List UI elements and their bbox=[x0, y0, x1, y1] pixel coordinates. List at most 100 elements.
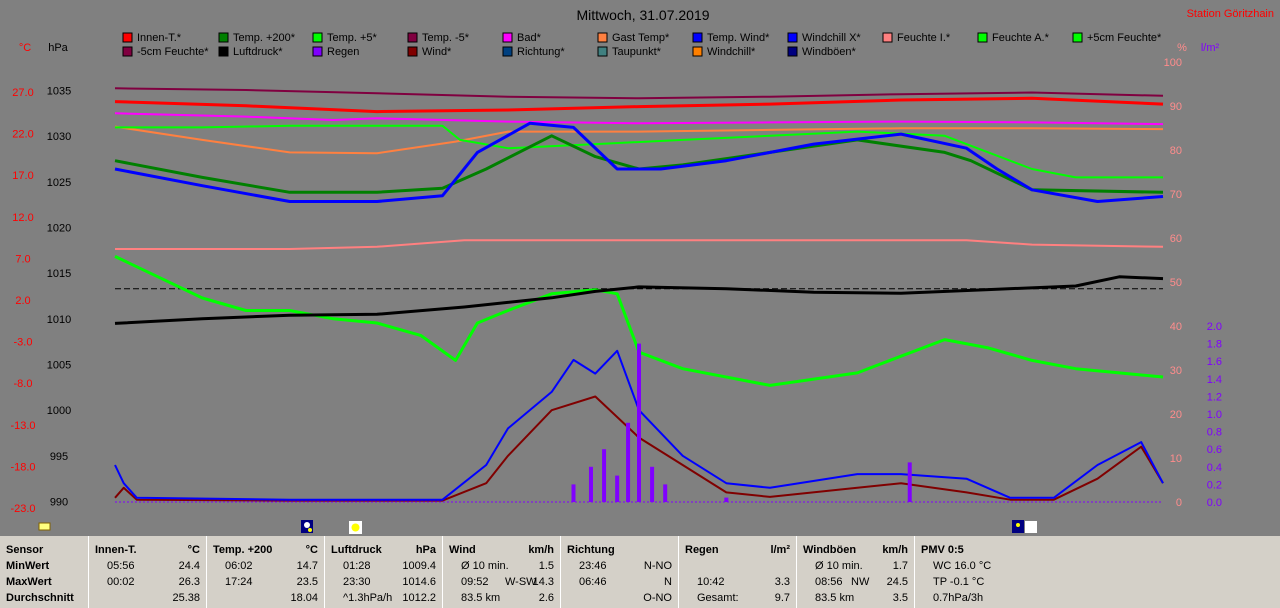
legend-label: Taupunkt* bbox=[612, 46, 662, 58]
stats-cell-value: km/h bbox=[882, 544, 908, 556]
series-line bbox=[114, 275, 1164, 325]
rain-bar bbox=[907, 462, 912, 502]
rain-tick-label: 0.4 bbox=[1207, 462, 1222, 474]
temp-tick-label: 17.0 bbox=[12, 170, 33, 182]
legend-swatch bbox=[312, 32, 323, 43]
legend-swatch bbox=[977, 32, 988, 43]
stats-header: PMV 0:5 bbox=[915, 542, 1280, 558]
stats-cell-value: 9.7 bbox=[774, 592, 790, 604]
stats-cell-value: 1014.6 bbox=[402, 576, 436, 588]
rain-tick-label: 0.2 bbox=[1207, 479, 1222, 491]
stats-row: 06:02 14.7 bbox=[207, 558, 324, 574]
stats-cell-label: 08:56 bbox=[815, 576, 843, 588]
stats-cell-label: 10:42 bbox=[697, 576, 725, 588]
pressure-tick-label: 1020 bbox=[47, 223, 71, 235]
stats-column: Temp. +200 °C 06:02 14.7 17:24 23.5 18.04 bbox=[206, 536, 324, 608]
stats-header: Sensor bbox=[0, 542, 88, 558]
series-line bbox=[115, 124, 1163, 179]
temp-tick-label: -18.0 bbox=[10, 461, 35, 473]
series-line bbox=[114, 112, 1164, 126]
statistics-table: Sensor MinWert MaxWert Durchschnitt Innen-T.… bbox=[0, 536, 1280, 608]
stats-cell-value: N-NO bbox=[643, 560, 672, 572]
stats-row: TP -0.1 °C bbox=[915, 574, 1280, 590]
stats-cell-label: Regen bbox=[685, 544, 719, 556]
stats-header: Luftdruck hPa bbox=[325, 542, 442, 558]
rain-tick-label: 1.2 bbox=[1207, 391, 1222, 403]
humidity-tick-label: 0 bbox=[1176, 497, 1182, 509]
humidity-tick-label: 30 bbox=[1170, 365, 1182, 377]
stats-row: 0.7hPa/3h bbox=[915, 590, 1280, 606]
stats-column: Wind km/h Ø 10 min. 1.5 09:52 W-SW 14.3 83.5 km… bbox=[442, 536, 560, 608]
stats-row bbox=[679, 558, 796, 574]
rain-tick-label: 0.0 bbox=[1207, 497, 1222, 509]
legend-label: Temp. Wind* bbox=[707, 32, 770, 44]
chart-legend: Innen-T.* Temp. +200* Temp. +5* Temp. -5* Ba… bbox=[122, 32, 1162, 58]
humidity-tick-label: 50 bbox=[1170, 277, 1182, 289]
stats-cell-label: PMV 0:5 bbox=[921, 544, 964, 556]
stats-row: Gesamt: 9.7 bbox=[679, 590, 796, 606]
stats-cell-value: hPa bbox=[415, 544, 436, 556]
stats-cell-label: TP -0.1 °C bbox=[933, 576, 985, 588]
legend-label: Regen bbox=[327, 46, 359, 58]
legend-swatch bbox=[407, 32, 418, 43]
stats-cell-label: MaxWert bbox=[6, 576, 52, 588]
legend-label: Windchill* bbox=[707, 46, 756, 58]
stats-cell-value: 25.38 bbox=[172, 592, 200, 604]
temp-tick-label: 12.0 bbox=[12, 212, 33, 224]
stats-cell-label: Luftdruck bbox=[331, 544, 382, 556]
legend-label: Wind* bbox=[422, 46, 452, 58]
humidity-tick-label: 10 bbox=[1170, 453, 1182, 465]
stats-row: O-NO bbox=[561, 590, 678, 606]
legend-label: Windböen* bbox=[802, 46, 857, 58]
legend-swatch bbox=[218, 46, 229, 57]
stats-cell-value: 18.04 bbox=[290, 592, 318, 604]
stats-row: 18.04 bbox=[207, 590, 324, 606]
stats-cell-label: Richtung bbox=[567, 544, 615, 556]
stats-cell-value: km/h bbox=[528, 544, 554, 556]
stats-column: Richtung 23:46 N-NO 06:46 N O-NO bbox=[560, 536, 678, 608]
temp-tick-label: -3.0 bbox=[14, 337, 33, 349]
stats-cell-value: 1.7 bbox=[892, 560, 908, 572]
pressure-tick-label: 995 bbox=[50, 451, 68, 463]
legend-swatch bbox=[407, 46, 418, 57]
stats-row: 06:46 N bbox=[561, 574, 678, 590]
stats-cell-label: 09:52 bbox=[461, 576, 489, 588]
stats-cell-label: 23:46 bbox=[579, 560, 607, 572]
temp-tick-label: 27.0 bbox=[12, 87, 33, 99]
stats-row: 17:24 23.5 bbox=[207, 574, 324, 590]
legend-label: +5cm Feuchte* bbox=[1087, 32, 1162, 44]
series-line bbox=[114, 121, 1164, 203]
legend-swatch bbox=[1072, 32, 1083, 43]
rain-tick-label: 1.8 bbox=[1207, 339, 1222, 351]
stats-cell-value: 1009.4 bbox=[402, 560, 436, 572]
stats-header: Innen-T. °C bbox=[89, 542, 206, 558]
moon-cloud-icon bbox=[301, 520, 313, 533]
series-line bbox=[114, 96, 1164, 114]
legend-swatch bbox=[502, 46, 513, 57]
series-line bbox=[115, 239, 1164, 250]
stats-cell-label: Gesamt: bbox=[697, 592, 739, 604]
legend-swatch bbox=[882, 32, 893, 43]
stats-row: 23:46 N-NO bbox=[561, 558, 678, 574]
stats-cell-value: 14.7 bbox=[296, 560, 318, 572]
stats-cell-label: 06:02 bbox=[225, 560, 253, 572]
stats-cell-label: Temp. +200 bbox=[213, 544, 273, 556]
stats-cell-value: 3.5 bbox=[892, 592, 908, 604]
pressure-tick-label: 1005 bbox=[47, 360, 71, 372]
legend-swatch bbox=[597, 32, 608, 43]
stats-cell-value: N bbox=[664, 576, 672, 588]
stats-row: 25.38 bbox=[89, 590, 206, 606]
rain-tick-label: 0.6 bbox=[1207, 444, 1222, 456]
stats-row: MaxWert bbox=[0, 574, 88, 590]
weather-symbols bbox=[38, 520, 1037, 534]
pressure-tick-label: 990 bbox=[50, 497, 68, 509]
legend-label: Innen-T.* bbox=[137, 32, 182, 44]
series-line bbox=[114, 125, 1164, 155]
stats-cell-value: °C bbox=[187, 544, 200, 556]
rain-bar bbox=[724, 497, 729, 502]
stats-cell-label: 17:24 bbox=[225, 576, 253, 588]
stats-cell-direction: NW bbox=[851, 576, 870, 588]
stats-cell-value: 23.5 bbox=[296, 576, 318, 588]
rain-bar bbox=[571, 484, 576, 502]
humidity-tick-label: 20 bbox=[1170, 409, 1182, 421]
